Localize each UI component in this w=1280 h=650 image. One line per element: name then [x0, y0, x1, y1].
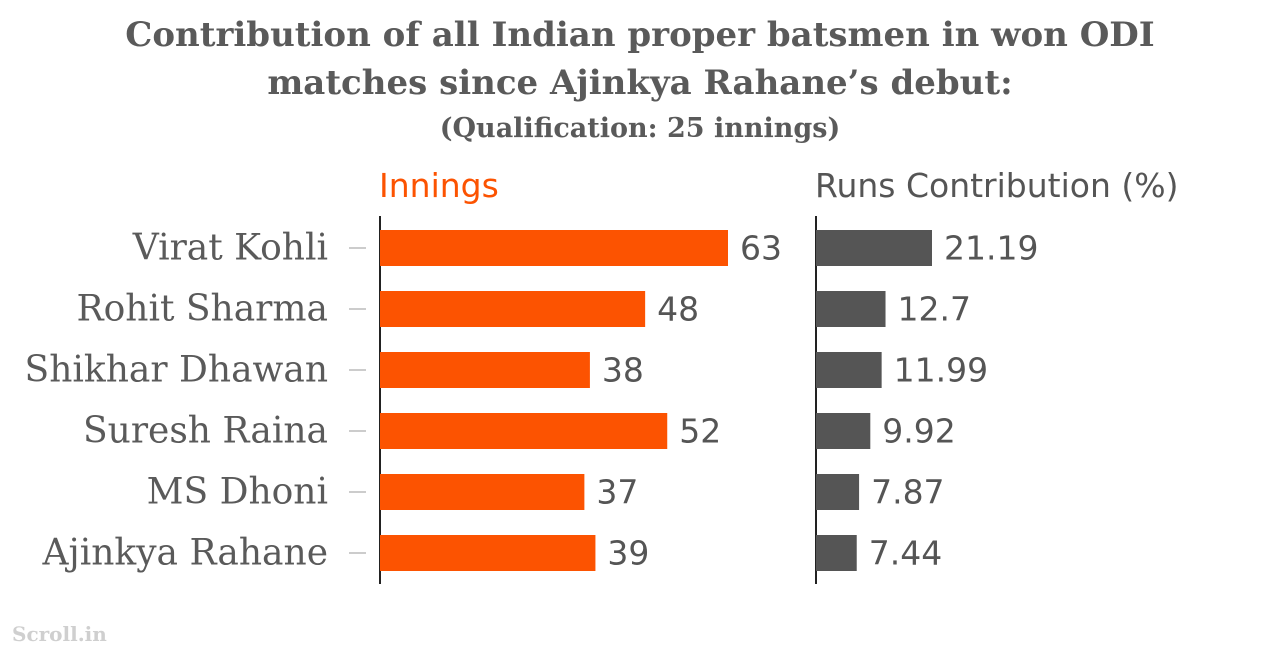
category-label: Ajinkya Rahane	[42, 533, 328, 574]
runs-contribution-value-label: 7.44	[869, 534, 942, 573]
innings-bar	[380, 291, 646, 327]
runs-contribution-value-label: 21.19	[944, 229, 1038, 268]
category-label: MS Dhoni	[147, 472, 328, 513]
innings-value-label: 52	[679, 412, 721, 451]
category-label: Suresh Raina	[83, 411, 328, 452]
chart-subtitle: (Qualification: 25 innings)	[439, 113, 841, 144]
chart-title-line-1: Contribution of all Indian proper batsme…	[125, 15, 1155, 55]
innings-bar	[380, 413, 668, 449]
innings-value-label: 48	[657, 290, 699, 329]
category-label: Shikhar Dhawan	[25, 350, 328, 391]
chart-title-line-2: matches since Ajinkya Rahane’s debut:	[267, 63, 1013, 103]
runs-contribution-bar	[816, 413, 871, 449]
runs-contribution-bar	[816, 474, 860, 510]
category-label: Virat Kohli	[132, 228, 328, 269]
innings-bar	[380, 230, 728, 266]
runs-contribution-bar	[816, 352, 882, 388]
runs-contribution-value-label: 12.7	[898, 290, 971, 329]
runs-contribution-bar	[816, 535, 857, 571]
runs-contribution-value-label: 9.92	[882, 412, 955, 451]
runs-contribution-bar	[816, 291, 886, 327]
runs-contribution-bar	[816, 230, 932, 266]
source-credit: Scroll.in	[12, 622, 107, 646]
innings-value-label: 37	[596, 473, 638, 512]
runs-contribution-value-label: 11.99	[894, 351, 988, 390]
category-label: Rohit Sharma	[76, 289, 328, 330]
runs-contribution-column-header: Runs Contribution (%)	[815, 166, 1179, 205]
innings-value-label: 38	[602, 351, 644, 390]
innings-column-header: Innings	[379, 166, 499, 205]
innings-bar	[380, 474, 585, 510]
innings-bar	[380, 535, 596, 571]
innings-value-label: 39	[607, 534, 649, 573]
runs-contribution-value-label: 7.87	[871, 473, 944, 512]
innings-value-label: 63	[740, 229, 782, 268]
innings-bar	[380, 352, 590, 388]
